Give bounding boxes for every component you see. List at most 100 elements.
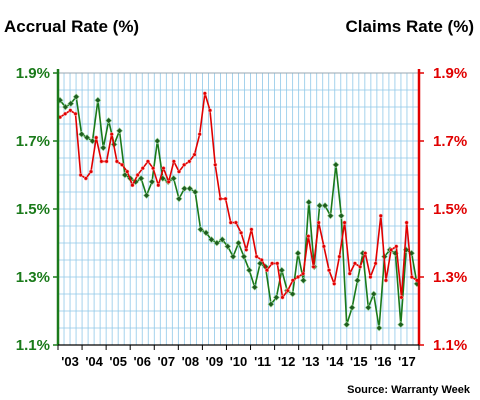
accrual-rate-point [316,202,324,210]
claims-rate-point [182,162,187,167]
x-tick-label: '15 [350,354,368,369]
accrual-rate-point [99,144,107,152]
x-tick-label: '11 [254,354,271,369]
claims-rate-point [114,159,119,164]
claims-rate-point [352,261,357,266]
claims-rate-point [187,159,192,164]
accrual-rate-point [299,276,307,284]
accrual-rate-point [397,321,405,329]
accrual-rate-point [229,253,237,261]
claims-rate-series [57,91,420,300]
claims-rate-point [347,271,352,276]
accrual-rate-point [143,191,150,199]
claims-rate-point [135,172,140,178]
accrual-rate-point [272,293,280,301]
claims-rate-point [358,264,363,269]
claims-rate-point [218,196,223,201]
claims-rate-point [399,295,404,300]
accrual-rate-point [208,236,215,244]
claims-rate-point [373,261,378,266]
claims-rate-point [63,111,68,116]
accrual-rate-point [175,195,183,203]
claims-rate-point [68,108,73,113]
right-y-tick-label: 1.3% [433,269,467,286]
accrual-rate-point [235,239,242,247]
x-tick-label: '05 [109,354,127,369]
right-axis-title: Claims Rate (%) [346,17,474,36]
claims-rate-point [125,169,130,174]
left-y-tick-label: 1.5% [16,201,50,218]
accrual-rate-point [370,290,378,298]
accrual-rate-point [305,198,313,206]
claims-rate-point [409,274,414,280]
left-y-tick-label: 1.1% [16,337,50,354]
claims-rate-point [94,135,99,140]
claims-rate-point [233,220,238,225]
accrual-rate-point [202,229,210,237]
claims-rate-point [88,169,94,174]
claims-rate-point [295,274,301,280]
claims-rate-point [228,220,233,225]
x-tick-label: '03 [61,354,79,369]
accrual-rate-point [375,324,383,332]
claims-rate-point [151,166,156,171]
claims-rate-point [285,288,290,293]
claims-rate-point [192,152,197,157]
right-y-tick-label: 1.1% [433,337,467,354]
claims-rate-point [389,247,394,252]
claims-rate-point [326,268,332,273]
claims-rate-point [239,230,244,235]
accrual-rate-point [327,212,334,220]
x-tick-label: '06 [133,354,151,369]
left-axis-title: Accrual Rate (%) [4,17,139,36]
claims-rate-point [223,196,228,201]
x-tick-label: '08 [182,354,200,369]
accrual-rate-point [278,266,286,274]
claims-rate-point [368,274,373,280]
accrual-rate-point [337,212,345,220]
chart-grid [57,72,420,346]
claims-rate-point [332,281,337,286]
accrual-rate-point [321,202,329,210]
left-y-tick-label: 1.3% [16,269,50,286]
claims-rate-point [120,162,125,167]
claims-rate-point [213,162,218,167]
accrual-rate-point [348,304,356,312]
accrual-rate-point [89,137,96,145]
accrual-rate-point [94,96,102,104]
claims-rate-point [337,254,342,259]
accrual-rate-point [251,283,259,291]
axis-ticks: 1.1% 1.1% 1.3% 1.3% 1.5% 1.5% 1.7% 1.7% 1.9% 1.9%… [16,65,467,369]
claims-rate-point [99,159,104,164]
claims-rate-point [306,234,311,239]
claims-rate-point [197,132,202,137]
accrual-rate-point [78,130,86,138]
claims-rate-point [316,220,321,225]
claims-rate-point [244,247,249,252]
accrual-rate-point [180,185,188,193]
accrual-rate-point [191,188,199,196]
claims-rate-point [404,220,409,225]
x-tick-label: '10 [230,354,248,369]
claims-rate-point [311,264,316,269]
claims-rate-point [342,220,347,225]
claims-rate-point [301,271,306,276]
left-y-tick-label: 1.9% [16,65,50,82]
accrual-rate-point [240,253,248,261]
x-tick-label: '14 [326,354,344,369]
accrual-rate-point [218,236,226,244]
accrual-rate-point [121,171,129,179]
claims-rate-point [156,183,161,188]
claims-rate-point [78,172,83,178]
accrual-rate-point [83,134,91,142]
x-tick-label: '13 [302,354,320,369]
accrual-rate-point [105,117,113,125]
x-tick-label: '17 [398,354,416,369]
accrual-rate-point [364,304,372,312]
accrual-rate-point [294,249,302,257]
claims-rate-point [104,159,109,164]
accrual-rate-point [245,266,253,274]
accrual-rate-point [61,103,69,111]
claims-rate-line [59,92,418,299]
accrual-rate-point [343,321,351,329]
